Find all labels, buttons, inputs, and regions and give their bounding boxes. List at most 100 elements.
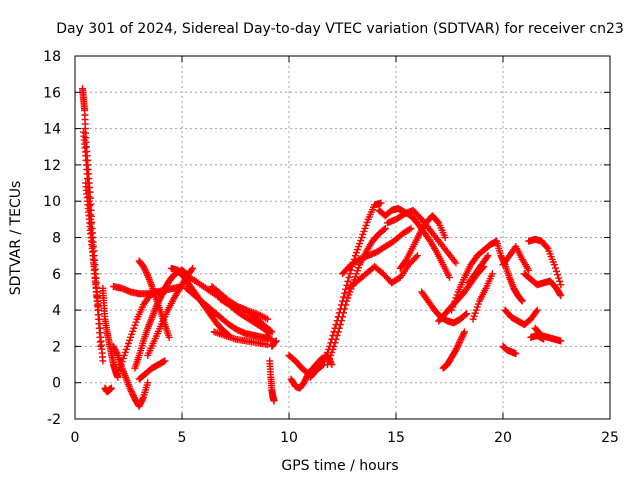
x-tick-label: 5: [178, 430, 187, 446]
data-point: [341, 289, 349, 297]
y-tick-label: 6: [52, 267, 61, 283]
data-point: [266, 330, 274, 338]
data-point: [550, 261, 558, 269]
data-point: [264, 315, 272, 323]
series-arc-a: [78, 85, 107, 365]
x-tick-label: 0: [71, 430, 80, 446]
data-point: [557, 281, 565, 289]
data-point: [540, 335, 548, 343]
series-arc-w: [306, 199, 385, 381]
x-tick-label: 15: [387, 430, 405, 446]
data-point: [341, 305, 349, 313]
data-point: [488, 270, 496, 278]
series-arc-al: [501, 306, 541, 329]
y-tick-label: 18: [43, 49, 61, 65]
data-point: [518, 296, 526, 304]
data-point: [460, 328, 468, 336]
data-points: [78, 85, 565, 410]
data-point: [107, 384, 115, 392]
series-arc-y: [339, 224, 415, 278]
data-point: [543, 243, 551, 251]
data-point: [165, 333, 173, 341]
data-point: [265, 329, 273, 337]
series-arc-aj: [493, 237, 526, 305]
data-point: [333, 332, 341, 340]
x-tick-label: 20: [494, 430, 512, 446]
data-point: [483, 253, 491, 261]
data-point: [484, 252, 492, 260]
data-point: [143, 270, 151, 278]
x-tick-label: 10: [280, 430, 298, 446]
data-point: [557, 292, 565, 300]
data-point: [270, 397, 278, 405]
data-point: [556, 290, 564, 298]
series-arc-af: [439, 328, 468, 372]
x-axis: 0 5 10 15 20 25: [71, 56, 619, 446]
data-point: [446, 273, 453, 281]
series-arc-am: [499, 342, 520, 358]
data-point: [342, 301, 350, 309]
data-point: [345, 273, 353, 281]
data-point: [340, 293, 348, 301]
x-axis-label: GPS time / hours: [281, 458, 398, 474]
chart-title: Day 301 of 2024, Sidereal Day-to-day VTE…: [56, 21, 624, 37]
data-point: [340, 309, 348, 317]
data-point: [557, 337, 565, 345]
y-tick-label: 12: [43, 158, 61, 174]
series-arc-c: [82, 179, 103, 314]
data-point: [144, 379, 152, 387]
series-arc-z: [345, 252, 421, 292]
data-point: [554, 271, 562, 279]
data-point: [462, 311, 470, 319]
series-arc-ac: [396, 212, 449, 272]
data-point: [381, 224, 389, 232]
data-point: [512, 350, 520, 358]
data-point: [344, 277, 352, 285]
data-point: [339, 313, 346, 321]
y-axis-label: SDTVAR / TECUs: [8, 181, 24, 296]
series-arc-g: [110, 342, 152, 410]
y-tick-label: 2: [52, 339, 61, 355]
data-point: [380, 225, 388, 233]
data-point: [336, 321, 344, 329]
data-point: [334, 328, 342, 336]
series-arc-ak: [499, 243, 533, 274]
series-arc-ah: [465, 252, 492, 287]
data-point: [525, 266, 533, 274]
data-point: [161, 357, 169, 365]
data-point: [412, 253, 420, 261]
series-arc-s: [266, 357, 278, 405]
data-point: [99, 357, 107, 365]
data-point: [97, 342, 105, 350]
series-arc-v: [287, 370, 312, 392]
series-arc-k: [144, 264, 197, 359]
data-point: [188, 266, 196, 274]
data-point: [556, 277, 564, 285]
y-axis: -2 0 2 4 6 8 10 12 14 16 18: [43, 49, 610, 428]
data-point: [337, 317, 345, 325]
series-arc-e: [101, 384, 115, 396]
series-arc-ao: [520, 270, 565, 300]
y-tick-label: 4: [52, 303, 61, 319]
data-point: [346, 270, 354, 278]
data-point: [318, 361, 326, 369]
series-arc-o: [182, 284, 276, 343]
data-point: [95, 306, 103, 314]
data-point: [402, 257, 410, 265]
data-point: [139, 395, 147, 403]
series-arc-j: [135, 257, 173, 341]
series-arc-ag: [448, 237, 501, 314]
series-arc-ai: [469, 270, 496, 323]
data-point: [335, 324, 343, 332]
data-point: [407, 224, 415, 232]
data-point: [434, 218, 442, 226]
series-arc-r: [210, 328, 272, 349]
data-point: [332, 335, 340, 343]
data-point: [555, 274, 563, 282]
series-arc-d: [99, 284, 122, 381]
y-tick-label: 8: [52, 231, 61, 247]
data-point: [189, 264, 197, 272]
data-point: [441, 234, 449, 241]
data-point: [331, 339, 339, 347]
series-arc-aq: [527, 332, 548, 343]
